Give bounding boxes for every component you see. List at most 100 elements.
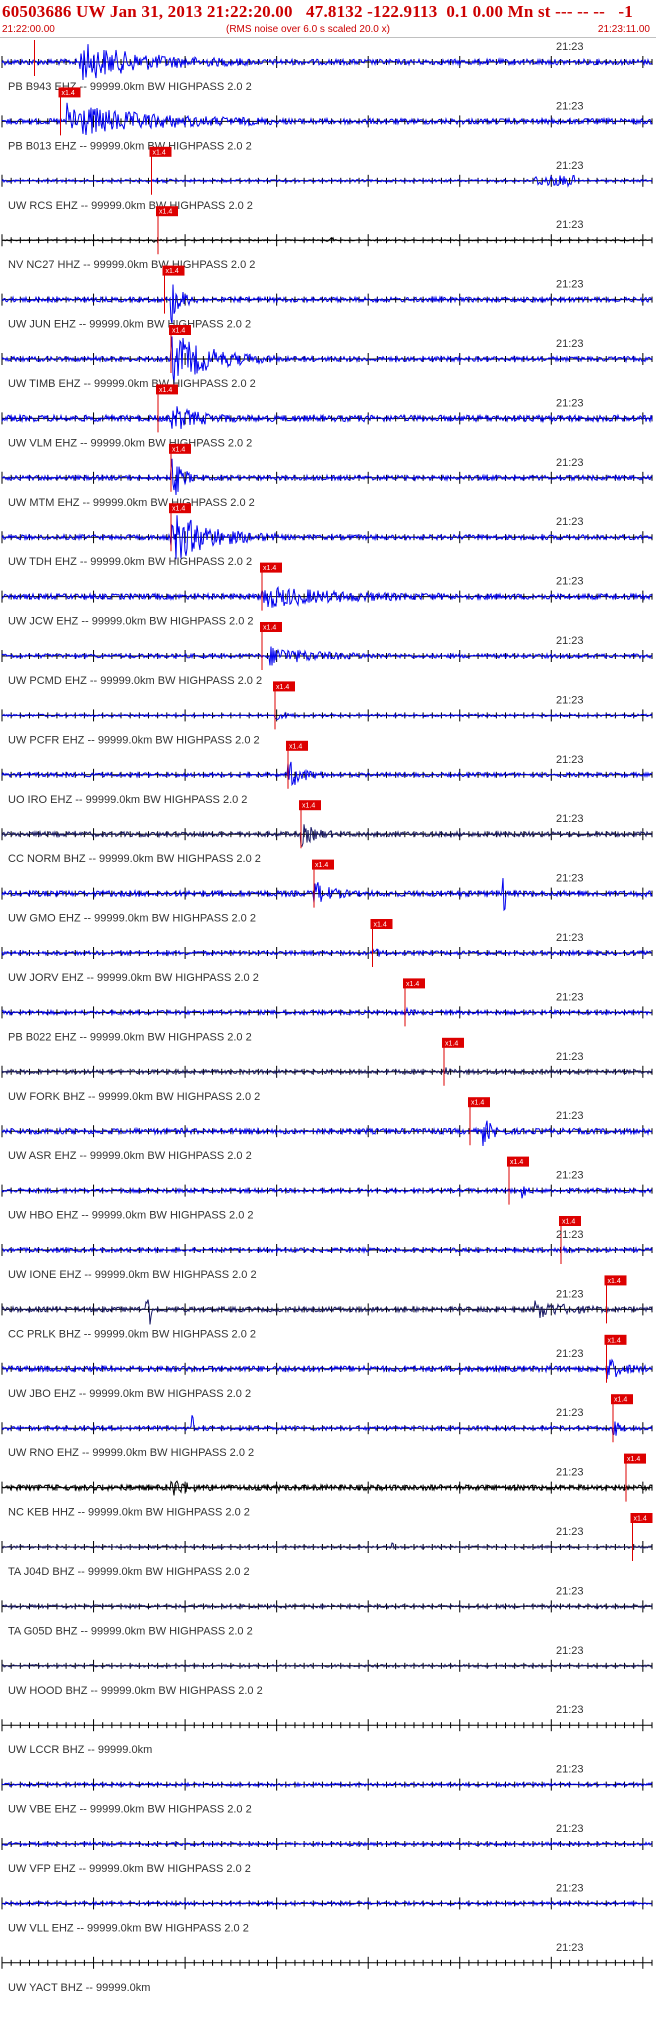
minute-label: 21:23 (556, 1170, 584, 1182)
minute-label: 21:23 (556, 1407, 584, 1419)
waveform (1, 336, 653, 385)
pick-label: x1.4 (289, 743, 302, 750)
trace-row: x1.4 UW HBO EHZ -- 99999.0km BW HIGHPASS … (1, 1156, 653, 1222)
minute-label: 21:23 (556, 813, 584, 825)
minute-label: 21:23 (556, 991, 584, 1003)
minute-label: 21:23 (556, 1823, 584, 1835)
trace-row: x1.4 UW RCS EHZ -- 99999.0km BW HIGHPASS … (1, 146, 653, 212)
pick-label: x1.4 (471, 1100, 484, 1107)
pick-box (169, 443, 191, 454)
waveform (1, 236, 653, 244)
trace-label: UW IONE EHZ -- 99999.0km BW HIGHPASS 2.0… (8, 1269, 257, 1281)
pick-box (604, 1334, 627, 1345)
waveform (1, 586, 653, 608)
pick-box (312, 859, 334, 870)
trace-row: x1.4 UW JORV EHZ -- 99999.0km BW HIGHPASS… (1, 919, 653, 984)
pick-label: x1.4 (263, 565, 276, 572)
trace-label: UW VFP EHZ -- 99999.0km BW HIGHPASS 2.0 … (8, 1863, 251, 1875)
pick-label: x1.4 (172, 328, 185, 335)
pick-box (604, 1275, 627, 1286)
trace-row: UW LCCR BHZ -- 99999.0km 21:23 (1, 1704, 653, 1756)
waveform (1, 878, 653, 912)
trace-label: UW RNO EHZ -- 99999.0km BW HIGHPASS 2.0 … (8, 1447, 254, 1459)
trace-row: x1.4 UW MTM EHZ -- 99999.0km BW HIGHPASS … (1, 443, 653, 509)
trace-row: UW HOOD BHZ -- 99999.0km BW HIGHPASS 2.0… (1, 1645, 653, 1697)
minute-label: 21:23 (556, 279, 584, 291)
trace-label: CC PRLK BHZ -- 99999.0km BW HIGHPASS 2.0… (8, 1328, 256, 1340)
minute-label: 21:23 (556, 41, 584, 53)
minute-label: 21:23 (556, 635, 584, 647)
waveform (1, 1415, 653, 1436)
minute-label: 21:23 (556, 694, 584, 706)
pick-label: x1.4 (153, 149, 166, 156)
waveform (1, 948, 653, 957)
pick-box (559, 1216, 581, 1226)
pick-box (58, 87, 81, 98)
trace-label: NV NC27 HHZ -- 99999.0km BW HIGHPASS 2.0… (8, 259, 255, 271)
trace-label: UW YACT BHZ -- 99999.0km (8, 1982, 150, 1994)
waveform (1, 711, 653, 721)
waveform (1, 1480, 653, 1496)
minute-label: 21:23 (556, 457, 584, 469)
pick-box (156, 206, 178, 217)
pick-label: x1.4 (608, 1278, 621, 1285)
rms-note: (RMS noise over 6.0 s scaled 20.0 x) (226, 24, 390, 35)
trace-row: x1.4 UW JUN EHZ -- 99999.0km BW HIGHPASS … (1, 265, 653, 331)
waveform (1, 1067, 653, 1076)
pick-box (299, 800, 321, 811)
trace-row: x1.4 PB B013 EHZ -- 99999.0km BW HIGHPASS… (1, 87, 653, 152)
trace-row: UW VBE EHZ -- 99999.0km BW HIGHPASS 2.0 … (1, 1764, 653, 1816)
waveform (1, 1006, 653, 1018)
trace-row: x1.4 NV NC27 HHZ -- 99999.0km BW HIGHPASS… (1, 206, 653, 271)
minute-label: 21:23 (556, 1229, 584, 1241)
trace-row: UW VLL EHZ -- 99999.0km BW HIGHPASS 2.0 … (1, 1882, 653, 1934)
pick-box (507, 1156, 529, 1167)
trace-row: x1.4 UW ASR EHZ -- 99999.0km BW HIGHPASS … (1, 1097, 653, 1162)
trace-label: UW JBO EHZ -- 99999.0km BW HIGHPASS 2.0 … (8, 1388, 251, 1400)
waveform (1, 1120, 653, 1147)
pick-label: x1.4 (166, 268, 179, 275)
trace-label: UW TIMB EHZ -- 99999.0km BW HIGHPASS 2.0… (8, 378, 256, 390)
trace-row: x1.4 UW VLM EHZ -- 99999.0km BW HIGHPASS … (1, 384, 653, 449)
minute-label: 21:23 (556, 1051, 584, 1063)
pick-label: x1.4 (510, 1159, 523, 1166)
waveform (1, 646, 653, 666)
pick-box (273, 681, 295, 692)
minute-label: 21:23 (556, 397, 584, 409)
trace-label: NC KEB HHZ -- 99999.0km BW HIGHPASS 2.0 … (8, 1507, 250, 1519)
waveform (1, 824, 653, 847)
trace-label: UO IRO EHZ -- 99999.0km BW HIGHPASS 2.0 … (8, 794, 247, 806)
minute-label: 21:23 (556, 576, 584, 588)
trace-row: x1.4 CC NORM BHZ -- 99999.0km BW HIGHPASS… (1, 800, 653, 865)
waveform (1, 1358, 653, 1380)
trace-row: x1.4 UW PCFR EHZ -- 99999.0km BW HIGHPASS… (1, 681, 653, 746)
minute-label: 21:23 (556, 1467, 584, 1479)
trace-label: UW VLL EHZ -- 99999.0km BW HIGHPASS 2.0 … (8, 1922, 249, 1934)
minute-label: 21:23 (556, 1348, 584, 1360)
pick-box (442, 1037, 464, 1048)
minute-label: 21:23 (556, 160, 584, 172)
waveform (1, 761, 653, 787)
pick-label: x1.4 (608, 1337, 621, 1344)
pick-box (611, 1394, 633, 1405)
waveform (1, 406, 653, 429)
pick-box (468, 1097, 490, 1108)
pick-box (149, 146, 172, 157)
waveform (1, 1542, 653, 1550)
minute-label: 21:23 (556, 754, 584, 766)
minute-label: 21:23 (556, 873, 584, 885)
trace-label: PB B013 EHZ -- 99999.0km BW HIGHPASS 2.0… (8, 140, 252, 152)
trace-row: UW YACT BHZ -- 99999.0km 21:23 (1, 1942, 653, 1994)
pick-label: x1.4 (172, 506, 185, 513)
trace-row: TA G05D BHZ -- 99999.0km BW HIGHPASS 2.0… (1, 1585, 653, 1637)
pick-label: x1.4 (406, 981, 419, 988)
header-rule (0, 37, 656, 38)
trace-label: UW RCS EHZ -- 99999.0km BW HIGHPASS 2.0 … (8, 200, 253, 212)
pick-label: x1.4 (159, 387, 172, 394)
trace-label: UW LCCR BHZ -- 99999.0km (8, 1744, 152, 1756)
trace-row: x1.4 UW JCW EHZ -- 99999.0km BW HIGHPASS … (1, 562, 653, 628)
waveform (1, 1299, 653, 1325)
pick-box (169, 503, 191, 514)
trace-row: x1.4 UW RNO EHZ -- 99999.0km BW HIGHPASS … (1, 1394, 653, 1459)
minute-label: 21:23 (556, 1288, 584, 1300)
